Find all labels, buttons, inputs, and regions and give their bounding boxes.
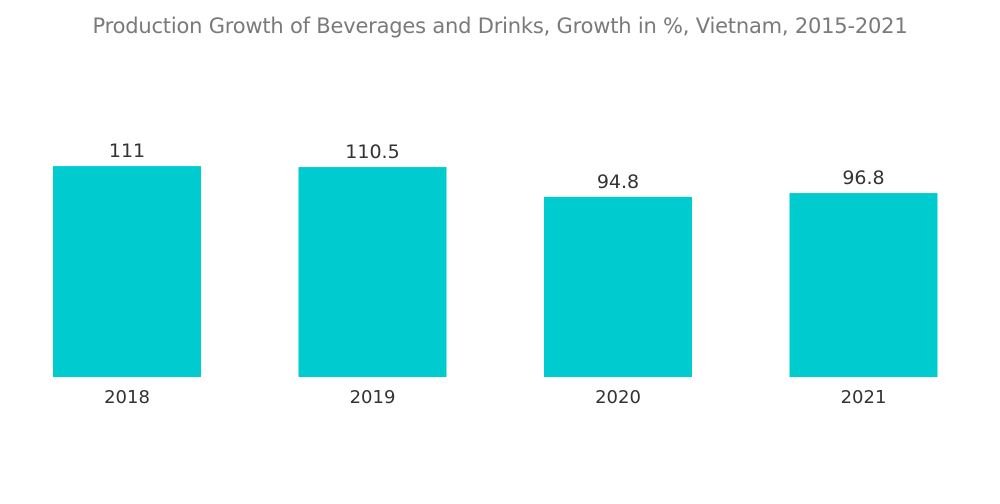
x-axis-tick-labels: 2018 2019 2020 2021 [104,387,886,408]
x-tick-label-2020: 2020 [595,387,641,408]
value-labels-layer: 111 110.5 94.8 96.8 [109,140,885,193]
chart-title: Production Growth of Beverages and Drink… [92,14,908,38]
bar-2019 [298,167,447,377]
x-tick-label-2018: 2018 [104,387,150,408]
x-tick-label-2021: 2021 [841,387,887,408]
bar-2020 [544,196,692,377]
bar-2021 [789,193,938,377]
value-label-2021: 96.8 [842,167,884,189]
bars-layer [53,166,938,377]
value-label-2019: 110.5 [345,141,399,163]
value-label-2020: 94.8 [597,171,639,193]
x-tick-label-2019: 2019 [350,387,396,408]
bar-2018 [53,166,201,377]
value-label-2018: 111 [109,140,145,162]
